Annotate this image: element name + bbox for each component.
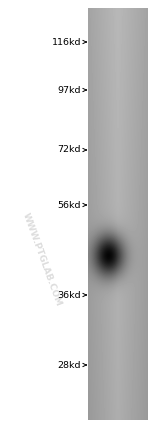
Text: 56kd: 56kd bbox=[57, 200, 81, 209]
Text: 97kd: 97kd bbox=[57, 86, 81, 95]
Text: 28kd: 28kd bbox=[57, 360, 81, 369]
Text: WWW.PTGLAB.COM: WWW.PTGLAB.COM bbox=[21, 212, 63, 308]
Text: 72kd: 72kd bbox=[57, 146, 81, 155]
Text: 36kd: 36kd bbox=[57, 291, 81, 300]
Text: 116kd: 116kd bbox=[51, 38, 81, 47]
